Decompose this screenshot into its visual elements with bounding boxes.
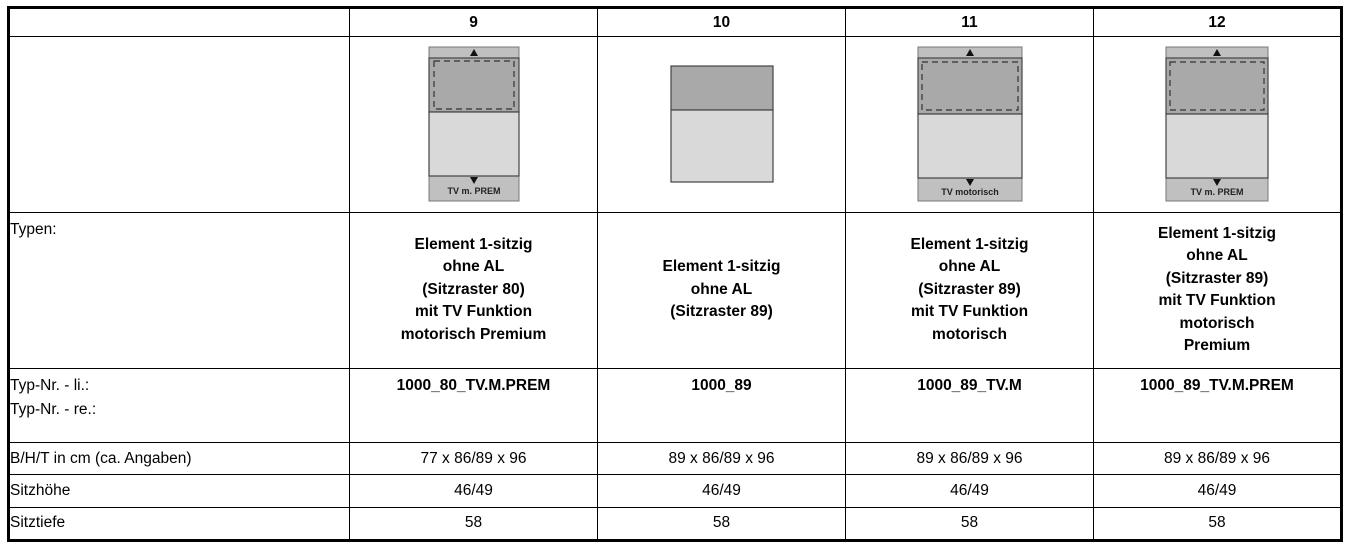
type-line: motorisch (932, 325, 1007, 343)
row-label-seat-height: Sitzhöhe (8, 474, 350, 508)
seat-depth-row: Sitztiefe 58 58 58 58 (8, 506, 1342, 542)
type-line: mit TV Funktion (910, 303, 1029, 321)
seat-depth-value: 58 (1093, 506, 1342, 542)
diagram-cell: TV motorisch (845, 36, 1094, 213)
seat-height-value: 46/49 (1093, 474, 1342, 508)
row-label-type-number: Typ-Nr. - li.: Typ-Nr. - re.: (8, 367, 350, 444)
dimensions-value: 89 x 86/89 x 96 (597, 442, 846, 476)
type-number-value: 1000_89_TV.M.PREM (1093, 367, 1342, 444)
type-line: (Sitzraster 89) (918, 280, 1021, 298)
type-line: Element 1-sitzig (414, 235, 533, 253)
seat-depth-value: 58 (845, 506, 1094, 542)
diagram-row: TV m. PREM TV motorisch (8, 36, 1342, 213)
type-line: Element 1-sitzig (1158, 224, 1276, 242)
dimensions-row: B/H/T in cm (ca. Angaben) 77 x 86/89 x 9… (8, 442, 1342, 476)
type-number-value: 1000_80_TV.M.PREM (349, 367, 598, 444)
seat-height-value: 46/49 (349, 474, 598, 508)
diagram-blank-cell (8, 36, 350, 213)
seat-depth-value: 58 (597, 506, 846, 542)
diagram-cell (597, 36, 846, 213)
type-nr-left-label: Typ-Nr. - li.: (10, 376, 90, 394)
type-description-cell: Element 1-sitzig ohne AL (Sitzraster 89) (597, 211, 846, 369)
seat-height-value: 46/49 (597, 474, 846, 508)
column-number: 9 (349, 6, 598, 38)
row-label-seat-depth: Sitztiefe (8, 506, 350, 542)
type-line: mit TV Funktion (414, 303, 533, 321)
dimensions-value: 89 x 86/89 x 96 (1093, 442, 1342, 476)
tv-lift-diagram-icon: TV motorisch (916, 46, 1023, 202)
diagram-cell: TV m. PREM (1093, 36, 1342, 213)
seat-height-row: Sitzhöhe 46/49 46/49 46/49 46/49 (8, 474, 1342, 508)
type-description-cell: Element 1-sitzig ohne AL (Sitzraster 80)… (349, 211, 598, 369)
type-line: (Sitzraster 80) (422, 280, 525, 298)
column-number: 10 (597, 6, 846, 38)
type-line: Element 1-sitzig (910, 235, 1029, 253)
dimensions-value: 89 x 86/89 x 96 (845, 442, 1094, 476)
type-line: mit TV Funktion (1158, 292, 1276, 310)
types-row: Typen: Element 1-sitzig ohne AL (Sitzras… (8, 211, 1342, 369)
tv-lift-diagram-icon: TV m. PREM (427, 46, 520, 202)
diagram-cell: TV m. PREM (349, 36, 598, 213)
diagram-caption: TV m. PREM (1190, 187, 1243, 197)
header-blank-cell (8, 6, 350, 38)
type-line: (Sitzraster 89) (1165, 269, 1269, 287)
type-description-cell: Element 1-sitzig ohne AL (Sitzraster 89)… (845, 211, 1094, 369)
header-row: 9 10 11 12 (8, 6, 1342, 38)
type-number-value: 1000_89_TV.M (845, 367, 1094, 444)
type-line: ohne AL (1186, 247, 1248, 265)
type-description-cell: Element 1-sitzig ohne AL (Sitzraster 89)… (1093, 211, 1342, 369)
type-line: motorisch (1179, 314, 1255, 332)
product-spec-table: 9 10 11 12 TV m. PREM (7, 6, 1343, 542)
seat-height-value: 46/49 (845, 474, 1094, 508)
seat-depth-value: 58 (349, 506, 598, 542)
type-number-row: Typ-Nr. - li.: Typ-Nr. - re.: 1000_80_TV… (8, 367, 1342, 444)
tv-lift-diagram-icon: TV m. PREM (1165, 46, 1269, 202)
type-line: motorisch Premium (400, 325, 547, 343)
type-line: ohne AL (442, 258, 505, 276)
type-nr-right-label: Typ-Nr. - re.: (10, 400, 97, 418)
type-line: Element 1-sitzig (662, 258, 781, 276)
seat-element-diagram-icon (669, 65, 774, 183)
type-line: (Sitzraster 89) (670, 303, 773, 321)
diagram-caption: TV motorisch (941, 187, 999, 197)
column-number: 11 (845, 6, 1094, 38)
diagram-caption: TV m. PREM (447, 186, 500, 196)
row-label-types: Typen: (8, 211, 350, 369)
row-label-dimensions: B/H/T in cm (ca. Angaben) (8, 442, 350, 476)
type-number-value: 1000_89 (597, 367, 846, 444)
type-line: ohne AL (690, 280, 753, 298)
type-line: ohne AL (938, 258, 1001, 276)
type-line: Premium (1183, 337, 1251, 355)
column-number: 12 (1093, 6, 1342, 38)
dimensions-value: 77 x 86/89 x 96 (349, 442, 598, 476)
